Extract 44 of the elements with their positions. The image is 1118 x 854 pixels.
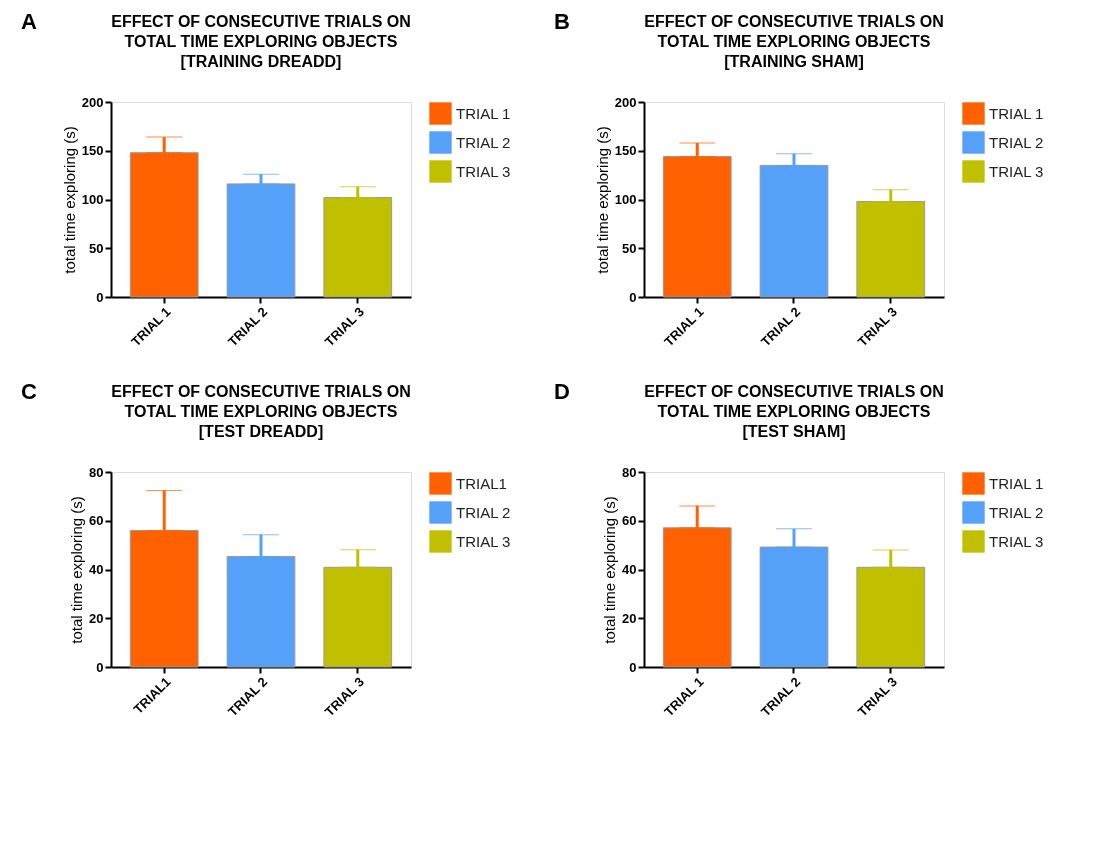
y-tick-label: 100 [614,192,637,207]
y-axis-title: total time exploring (s) [68,496,86,644]
legend-label: TRIAL 2 [989,503,1044,521]
y-tick-label: 0 [629,659,637,675]
legend-label: TRIAL 2 [456,133,511,151]
legend-label: TRIAL 1 [989,104,1044,122]
y-axis-title: total time exploring (s) [593,126,611,274]
y-tick-label: 50 [622,240,637,256]
y-tick-label: 150 [81,143,104,159]
y-tick-label: 20 [89,610,104,626]
chart-title: EFFECT OF CONSECUTIVE TRIALS ON TOTAL TIME EXPLORING OBJECTS [TRAINING SHAM] [644,13,944,70]
text: A [21,9,37,34]
y-tick-label: 80 [622,464,637,480]
y-tick-label: 60 [622,513,637,529]
text: C [21,379,37,404]
y-tick-label: 0 [96,659,104,675]
y-tick-label: 50 [89,240,104,256]
legend-label: TRIAL1 [456,474,507,492]
legend-label: TRIAL 2 [989,133,1044,151]
text: D [554,379,570,404]
legend-label: TRIAL 3 [989,162,1044,180]
legend-label: TRIAL 2 [456,503,511,521]
y-tick-label: 200 [81,94,104,110]
legend-label: TRIAL 1 [989,474,1044,492]
legend-label: TRIAL 3 [456,162,511,180]
y-tick-label: 80 [89,464,104,480]
y-tick-label: 40 [622,562,637,577]
y-tick-label: 20 [622,610,637,626]
y-tick-label: 150 [614,143,637,159]
y-tick-label: 0 [629,289,637,305]
legend-label: TRIAL 1 [456,104,511,122]
y-axis-title: total time exploring (s) [60,126,78,274]
text: B [554,9,570,34]
y-tick-label: 200 [614,94,637,110]
chart-title: EFFECT OF CONSECUTIVE TRIALS ON TOTAL TIME EXPLORING OBJECTS [TEST DREADD] [111,383,411,440]
chart-title: EFFECT OF CONSECUTIVE TRIALS ON TOTAL TIME EXPLORING OBJECTS [TEST SHAM] [644,383,944,440]
chart-title: EFFECT OF CONSECUTIVE TRIALS ON TOTAL TIME EXPLORING OBJECTS [TRAINING DREADD] [111,13,411,70]
legend-label: TRIAL 3 [989,532,1044,550]
y-tick-label: 40 [89,562,104,577]
y-tick-label: 0 [96,289,104,305]
legend-label: TRIAL 3 [456,532,511,550]
y-tick-label: 60 [89,513,104,529]
y-tick-label: 100 [81,192,104,207]
y-axis-title: total time exploring (s) [601,496,619,644]
